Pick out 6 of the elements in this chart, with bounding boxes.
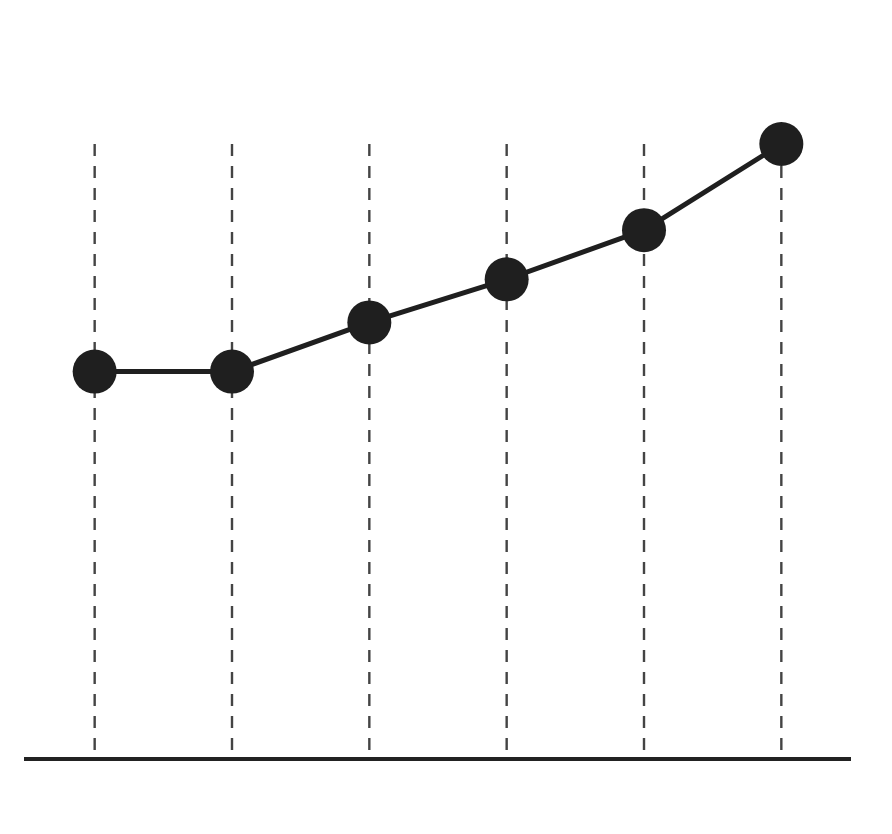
point — [759, 122, 804, 166]
point — [210, 349, 254, 394]
point — [484, 257, 529, 302]
point — [622, 208, 666, 253]
point — [72, 349, 117, 394]
point — [347, 300, 392, 345]
